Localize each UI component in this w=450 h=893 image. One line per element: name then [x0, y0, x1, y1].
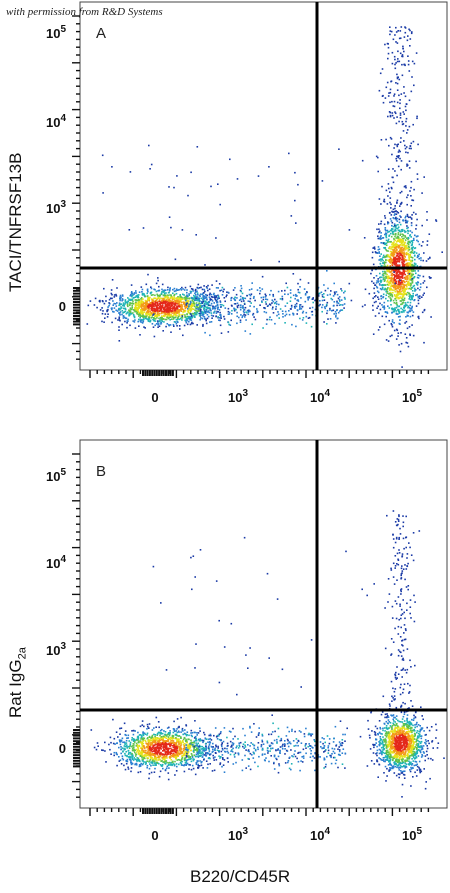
panel-a: A 0 103 104 105 0 103 104 105 [46, 1, 448, 405]
x-axis-ticks [89, 808, 430, 816]
plot-frame [79, 1, 448, 371]
panel-letter: A [96, 25, 106, 42]
panel-b: B 0 103 104 105 0 103 104 105 [46, 439, 448, 843]
y-tick-label: 103 [46, 199, 66, 216]
x-tick-label: 104 [310, 826, 330, 843]
x-tick-label: 0 [151, 828, 158, 843]
x-axis-label: B220/CD45R [190, 867, 291, 886]
event-dots [90, 510, 445, 798]
watermark: with permission from R&D Systems [6, 6, 163, 18]
event-dots [86, 26, 443, 368]
panel-letter: B [96, 463, 106, 480]
x-axis-ticks [89, 370, 430, 378]
y-axis-ticks [72, 453, 80, 798]
y-tick-label: 104 [46, 113, 66, 130]
y-tick-label: 0 [59, 299, 66, 314]
x-tick-label: 105 [402, 388, 422, 405]
y-tick-label: 103 [46, 641, 66, 658]
y-axis-ticks [72, 15, 80, 360]
ylabel-panel-b: Rat IgG2a [6, 647, 29, 718]
x-tick-label: 105 [402, 826, 422, 843]
x-tick-label: 103 [228, 826, 248, 843]
x-tick-label: 104 [310, 388, 330, 405]
y-tick-label: 105 [46, 467, 66, 484]
y-tick-label: 0 [59, 741, 66, 756]
y-tick-label: 105 [46, 24, 66, 41]
ylabel-panel-a: TACI/TNFRSF13B [6, 152, 25, 292]
y-tick-label: 104 [46, 554, 66, 571]
x-tick-label: 0 [151, 390, 158, 405]
x-tick-label: 103 [228, 388, 248, 405]
